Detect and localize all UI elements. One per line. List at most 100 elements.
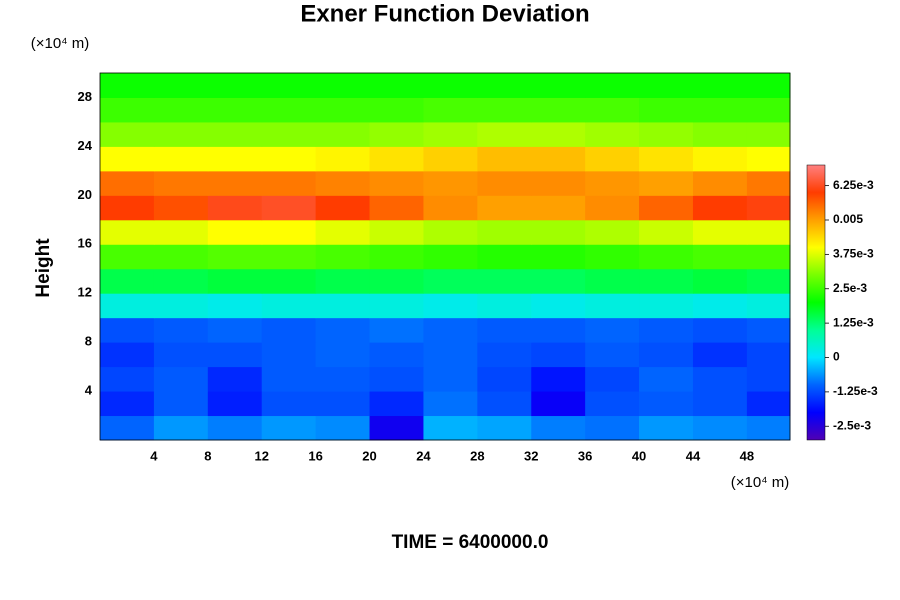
cell <box>692 293 748 319</box>
cell <box>315 170 371 196</box>
cell <box>100 195 155 221</box>
cell <box>531 268 586 294</box>
footer: TIME = 6400000.0 <box>392 532 549 553</box>
cell <box>639 342 694 368</box>
cell <box>639 219 694 245</box>
cell <box>477 219 532 245</box>
cell <box>153 317 209 343</box>
cell <box>153 244 209 270</box>
cell <box>639 170 694 196</box>
cell <box>531 195 586 221</box>
chart-title: Exner Function Deviation <box>300 0 589 27</box>
cell <box>423 195 478 221</box>
cell <box>585 293 640 319</box>
cell <box>207 97 263 123</box>
cell <box>746 342 791 368</box>
cell <box>207 219 263 245</box>
colorbar-tick-label: 1.25e-3 <box>833 315 874 329</box>
cell <box>531 219 586 245</box>
cell <box>207 146 263 172</box>
cell <box>261 219 317 245</box>
x-tick-label: 40 <box>632 448 646 463</box>
cell <box>531 391 586 417</box>
cell <box>153 146 209 172</box>
cell <box>531 121 586 147</box>
cell <box>585 415 640 441</box>
cell <box>585 146 640 172</box>
x-tick-label: 48 <box>740 448 754 463</box>
cell <box>100 121 155 147</box>
cell <box>746 121 791 147</box>
cell <box>369 121 424 147</box>
cell <box>207 195 263 221</box>
x-tick-label: 8 <box>204 448 211 463</box>
cell <box>100 391 155 417</box>
cell <box>153 342 209 368</box>
y-tick-label: 24 <box>78 138 93 153</box>
cell <box>585 170 640 196</box>
cell <box>369 244 424 270</box>
cell <box>692 366 748 392</box>
cell <box>315 268 371 294</box>
cell <box>369 317 424 343</box>
cell <box>315 219 371 245</box>
cell <box>207 73 263 98</box>
cell <box>100 97 155 123</box>
cell <box>100 317 155 343</box>
cell <box>315 146 371 172</box>
cell <box>692 244 748 270</box>
plot-area <box>100 73 791 441</box>
cell <box>315 293 371 319</box>
cell <box>423 366 478 392</box>
cell <box>531 342 586 368</box>
cell <box>746 97 791 123</box>
cell <box>153 415 209 441</box>
cell <box>477 121 532 147</box>
cell <box>261 391 317 417</box>
colorbar-tick-label: -1.25e-3 <box>833 384 878 398</box>
cell <box>315 97 371 123</box>
x-tick-label: 32 <box>524 448 538 463</box>
cell <box>423 293 478 319</box>
cell <box>531 146 586 172</box>
cell <box>423 170 478 196</box>
cell <box>585 244 640 270</box>
cell <box>315 121 371 147</box>
cell <box>100 244 155 270</box>
cell <box>746 317 791 343</box>
cell <box>207 317 263 343</box>
cell <box>746 415 791 441</box>
cell <box>477 195 532 221</box>
cell <box>585 268 640 294</box>
cell <box>369 219 424 245</box>
cell <box>423 121 478 147</box>
colorbar <box>806 164 826 441</box>
cell <box>315 195 371 221</box>
cell <box>153 293 209 319</box>
cell <box>692 97 748 123</box>
cell <box>153 268 209 294</box>
cell <box>477 366 532 392</box>
colorbar-tick-label: 0 <box>833 350 840 364</box>
cell <box>531 73 586 98</box>
cell <box>423 342 478 368</box>
x-tick-label: 44 <box>686 448 701 463</box>
cell <box>369 391 424 417</box>
cell <box>153 219 209 245</box>
cell <box>692 219 748 245</box>
cell <box>207 244 263 270</box>
cell <box>261 97 317 123</box>
cell <box>531 170 586 196</box>
cell <box>639 391 694 417</box>
x-tick-label: 28 <box>470 448 484 463</box>
cell <box>315 244 371 270</box>
cell <box>639 317 694 343</box>
cell <box>639 146 694 172</box>
cell <box>207 415 263 441</box>
cell <box>423 73 478 98</box>
cell <box>692 73 748 98</box>
cell <box>746 244 791 270</box>
cell <box>746 268 791 294</box>
cell <box>477 415 532 441</box>
x-tick-label: 24 <box>416 448 431 463</box>
